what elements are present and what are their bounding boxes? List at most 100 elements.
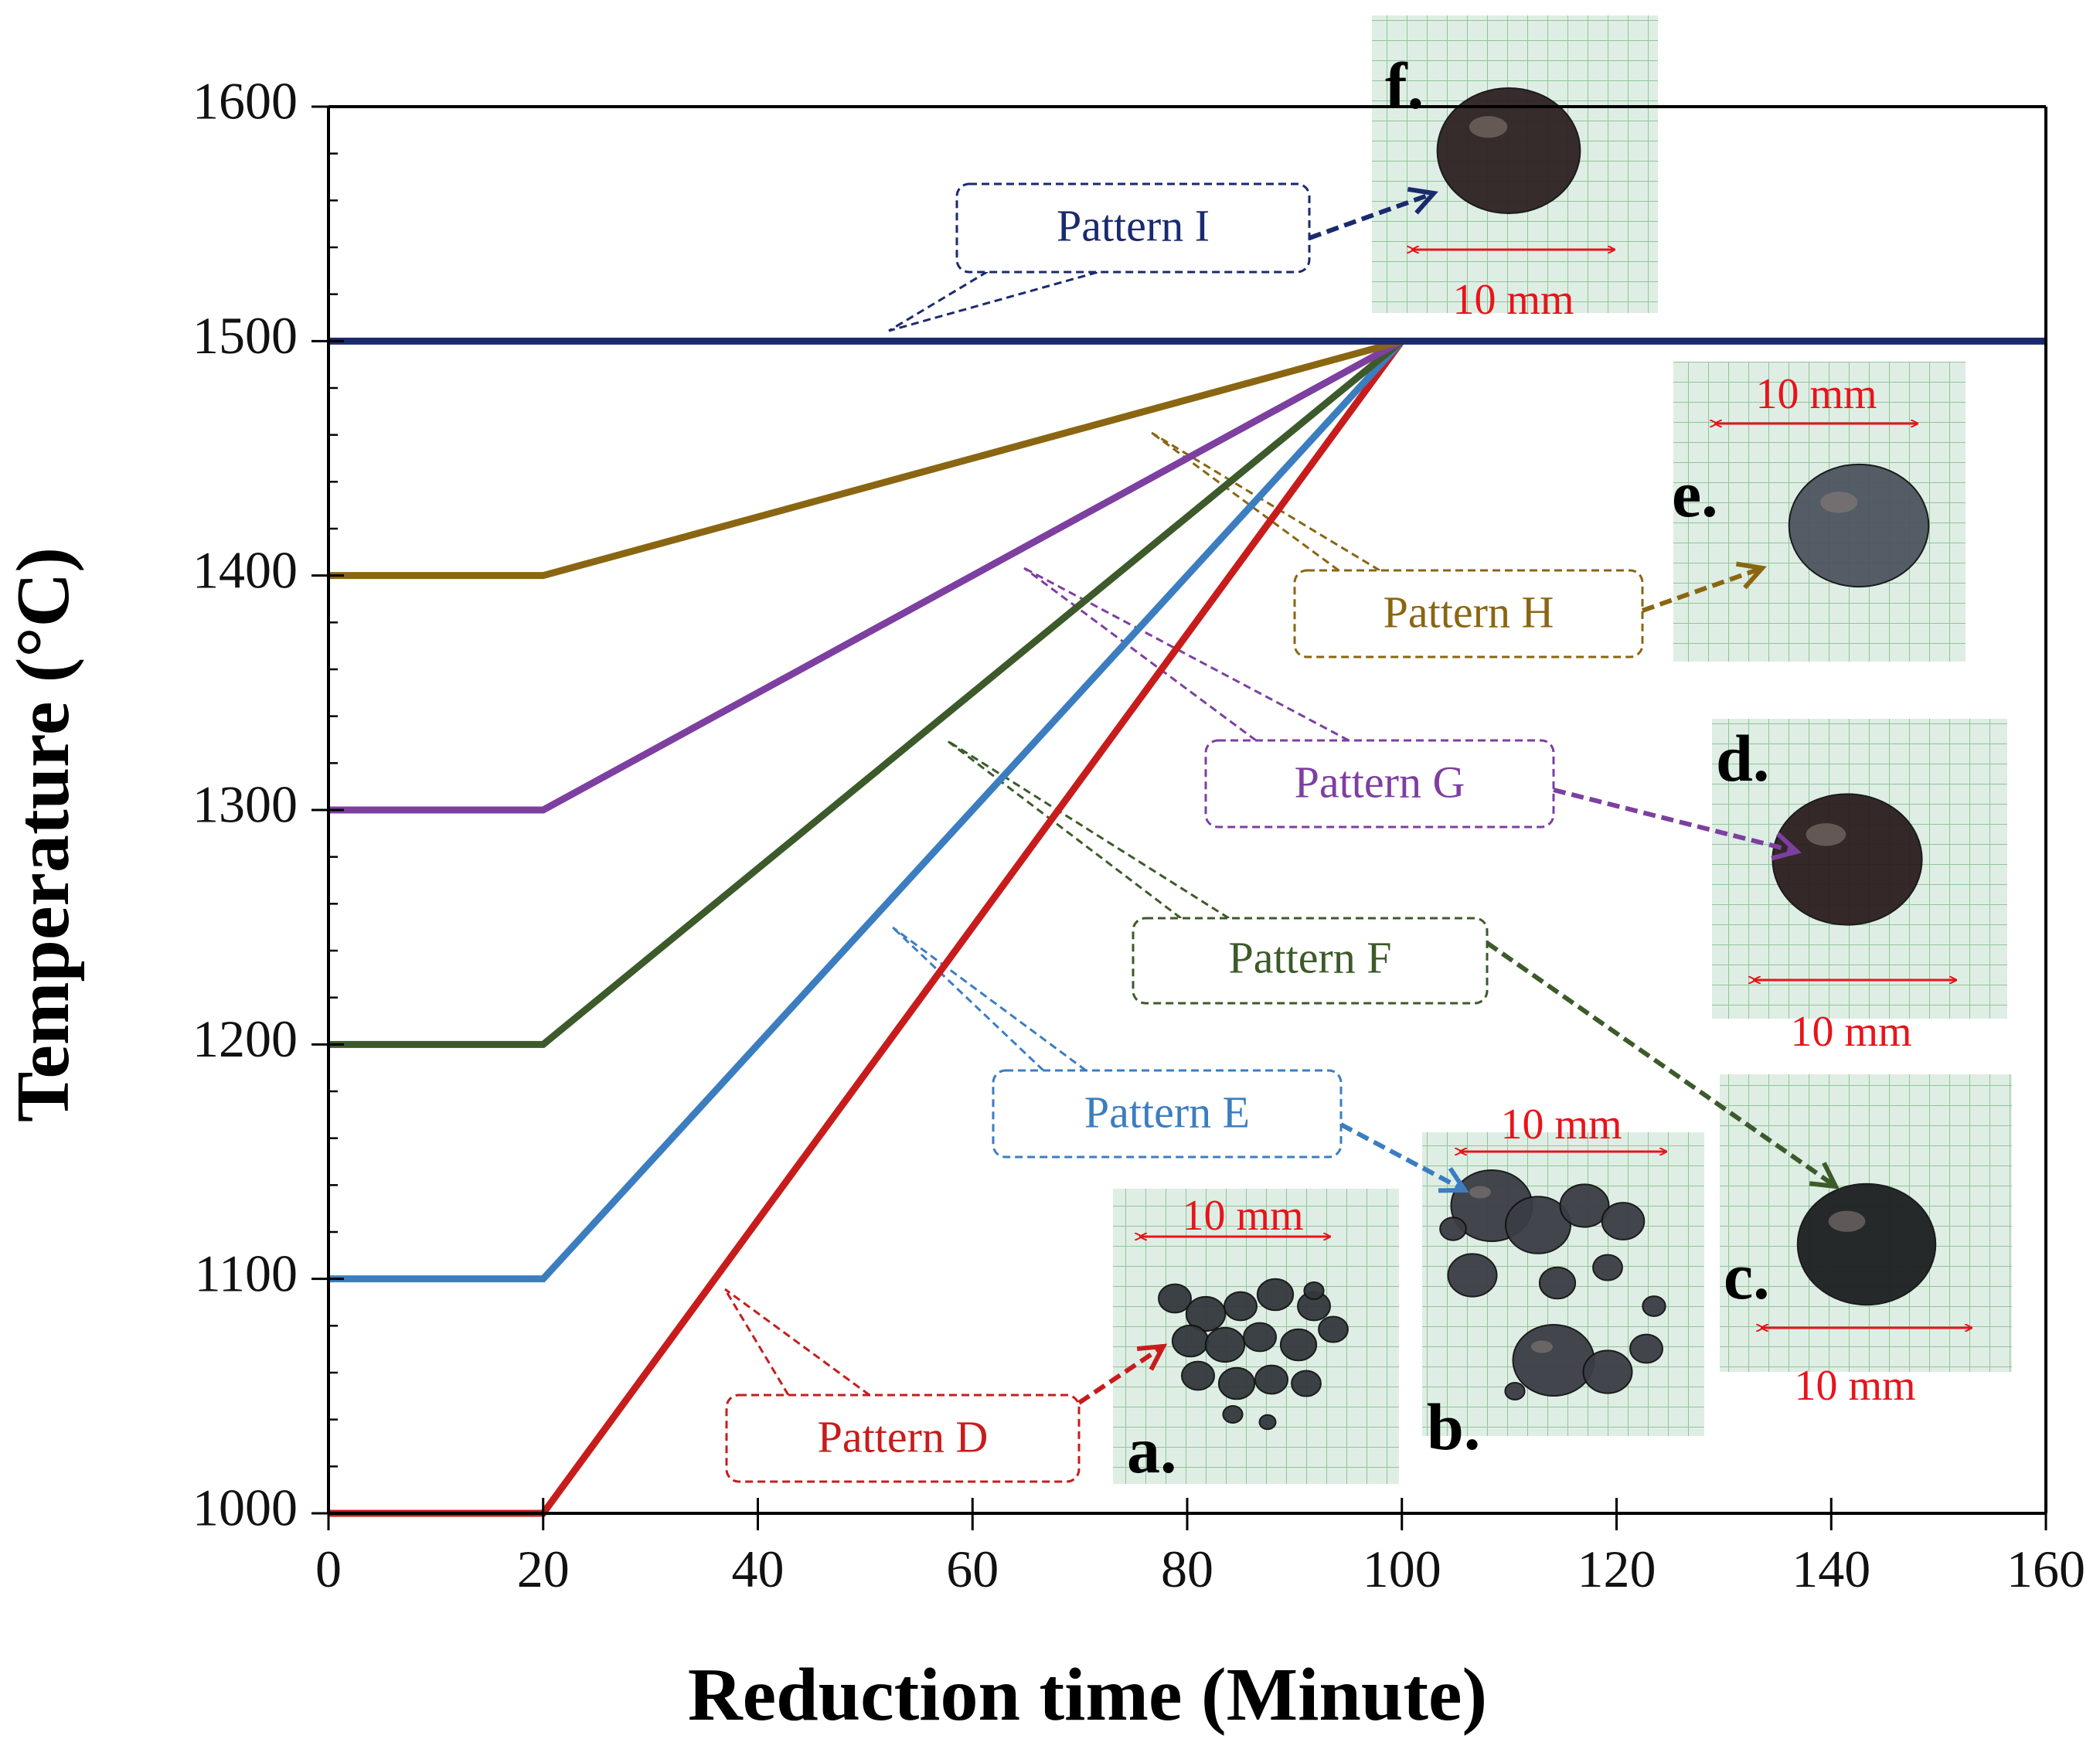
- x-tick-label: 0: [315, 1540, 342, 1598]
- callout-arrow-shaft: [1553, 788, 1798, 854]
- sample-particle: [1303, 1281, 1325, 1301]
- callout-leader-line: [1023, 567, 1257, 742]
- x-tick-label: 160: [2006, 1540, 2085, 1598]
- sample-particle: [1224, 1291, 1258, 1322]
- photo-panel-a: 10 mm a.: [1113, 1189, 1399, 1487]
- sample-particle: [1642, 1295, 1666, 1317]
- callout-label: Pattern F: [1228, 932, 1391, 982]
- callout-pattern-d: Pattern D: [723, 1288, 1168, 1483]
- scale-label: 10 mm: [1790, 1008, 1911, 1056]
- callout-arrow-shaft: [1077, 1344, 1165, 1405]
- callout-leader-line: [888, 257, 1009, 332]
- x-tick-label: 80: [1161, 1540, 1213, 1598]
- callout-leader-line: [723, 1288, 790, 1396]
- callout-label: Pattern I: [1057, 200, 1210, 250]
- sample-highlight: [1828, 1210, 1866, 1232]
- callout-label: Pattern D: [818, 1411, 989, 1462]
- sample-particle: [1436, 87, 1581, 214]
- callout-box: [992, 1069, 1343, 1159]
- sample-particle: [1222, 1404, 1244, 1424]
- sample-particle: [1559, 1183, 1610, 1228]
- sample-highlight: [1820, 492, 1858, 513]
- sample-particle: [1439, 1217, 1467, 1241]
- callout-leader-line: [892, 926, 1087, 1072]
- sample-particle: [1772, 793, 1923, 926]
- sample-particle: [1204, 1326, 1246, 1363]
- callout-leader-line: [1151, 431, 1380, 572]
- sample-particle: [1181, 1360, 1215, 1391]
- callout-pattern-g: Pattern G: [1023, 567, 1802, 861]
- sample-particle: [1447, 1253, 1498, 1298]
- sample-highlight: [1469, 116, 1508, 138]
- scale-label: 10 mm: [1182, 1192, 1303, 1240]
- callout-box: [1293, 569, 1644, 658]
- sample-particle: [1279, 1328, 1318, 1362]
- sample-particle: [1592, 1254, 1623, 1281]
- photo-panel-b: 10 mm b.: [1422, 1101, 1704, 1464]
- callout-leader-line: [891, 926, 1045, 1072]
- y-tick-label: 1300: [192, 775, 298, 834]
- sample-particle: [1538, 1266, 1577, 1300]
- callout-box: [1204, 739, 1555, 829]
- series-line-pattern-e: [328, 339, 1405, 1283]
- callout-leader-line: [724, 1288, 870, 1397]
- callout-label: Pattern E: [1084, 1087, 1250, 1137]
- panel-letter-f: f.: [1385, 49, 1424, 123]
- callout-arrow-head: [1771, 832, 1802, 861]
- sample-particle: [1254, 1364, 1288, 1395]
- sample-particle: [1505, 1196, 1571, 1254]
- y-tick-label: 1100: [195, 1244, 298, 1302]
- callout-box: [725, 1394, 1081, 1483]
- panel-letter-d: d.: [1716, 721, 1769, 795]
- photo-panel-d: 10 mm d.: [1712, 719, 2007, 1056]
- photo-panel-e: 10 mm e.: [1672, 362, 1966, 662]
- sample-particle: [1318, 1315, 1349, 1343]
- callout-leader-line: [1151, 431, 1339, 572]
- y-axis-title: Temperature (°C): [2, 547, 85, 1122]
- sample-particle: [1256, 1278, 1295, 1312]
- x-tick-label: 20: [517, 1540, 570, 1598]
- scale-label: 10 mm: [1794, 1362, 1915, 1410]
- sample-particle: [1185, 1295, 1227, 1332]
- series-line-pattern-h: [328, 337, 1403, 580]
- sample-highlight: [1531, 1340, 1553, 1353]
- photo-panel-f: 10 mm f.: [1372, 15, 1658, 324]
- panel-letter-e: e.: [1672, 457, 1718, 531]
- callout-arrow-shaft: [1641, 566, 1764, 613]
- panel-letter-c: c.: [1724, 1239, 1770, 1313]
- sample-particle: [1601, 1202, 1646, 1240]
- callout-pattern-h: Pattern H: [1151, 431, 1767, 658]
- y-tick-label: 1200: [192, 1009, 298, 1068]
- sample-particle: [1258, 1414, 1277, 1431]
- sample-particle: [1171, 1324, 1210, 1358]
- y-tick-label: 1500: [192, 306, 298, 365]
- sample-particle: [1796, 1183, 1937, 1306]
- sample-highlight: [1806, 823, 1846, 846]
- sample-particle: [1629, 1333, 1663, 1364]
- callout-arrow-shaft: [1339, 1122, 1466, 1193]
- callout-pattern-f: Pattern F: [946, 739, 1840, 1189]
- callout-arrow-shaft: [1486, 941, 1837, 1189]
- panel-letter-b: b.: [1427, 1390, 1480, 1464]
- x-tick-label: 40: [732, 1540, 785, 1598]
- x-tick-label: 60: [946, 1540, 999, 1598]
- callout-arrow-head: [1407, 186, 1438, 215]
- sample-particle: [1512, 1324, 1595, 1397]
- series-line-pattern-g: [328, 338, 1404, 814]
- scale-label: 10 mm: [1500, 1101, 1622, 1149]
- callout-pattern-e: Pattern E: [891, 926, 1469, 1193]
- x-tick-label: 120: [1578, 1540, 1656, 1598]
- sample-particle: [1788, 463, 1930, 588]
- callout-arrow-head: [1735, 561, 1767, 590]
- scale-label: 10 mm: [1452, 276, 1574, 324]
- callout-label: Pattern G: [1295, 757, 1465, 807]
- photo-panels: 10 mma.10 mmb.10 mmc.10 mmd.10 mme.10 mm…: [1113, 15, 2012, 1487]
- pattern-annotations: Pattern I Pattern H Pattern G Pattern F Patt…: [723, 182, 1840, 1483]
- sample-particle: [1243, 1322, 1277, 1353]
- x-axis-title: Reduction time (Minute): [688, 1653, 1487, 1737]
- callout-arrow-head: [1809, 1162, 1840, 1189]
- callout-arrow-head: [1136, 1343, 1168, 1371]
- y-tick-label: 1400: [192, 540, 298, 599]
- callout-pattern-i: Pattern I: [888, 182, 1438, 332]
